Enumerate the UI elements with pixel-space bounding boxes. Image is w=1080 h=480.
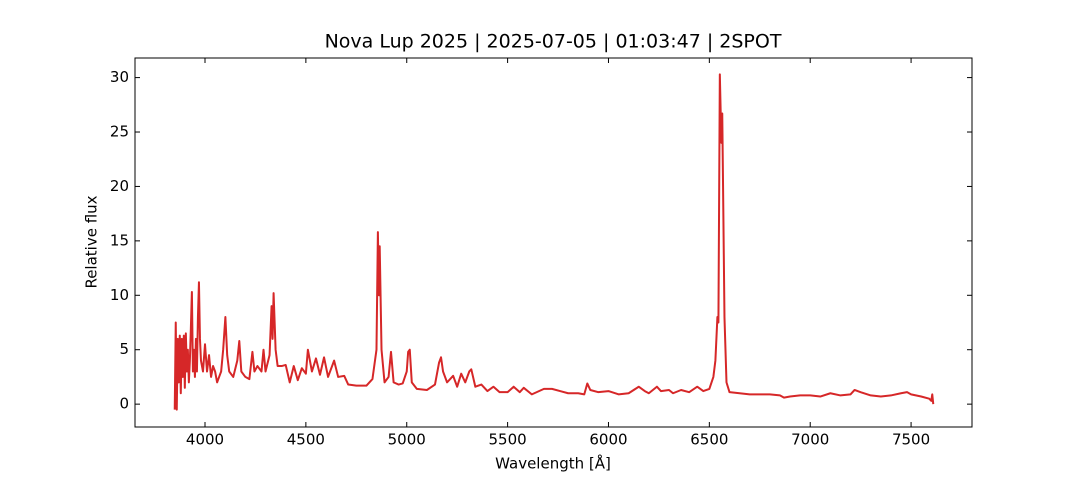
y-tick-label: 15: [110, 231, 129, 249]
chart-title: Nova Lup 2025 | 2025-07-05 | 01:03:47 | …: [325, 31, 782, 53]
x-tick-label: 4000: [186, 431, 224, 449]
y-tick-label: 10: [110, 286, 129, 304]
x-tick-label: 5000: [388, 431, 426, 449]
y-tick-label: 25: [110, 123, 129, 141]
x-tick-label: 6500: [690, 431, 728, 449]
y-tick-label: 30: [110, 68, 129, 86]
x-axis-label: Wavelength [Å]: [495, 454, 611, 473]
x-tick-label: 5500: [489, 431, 527, 449]
y-tick-label: 0: [119, 395, 129, 413]
x-tick-label: 7500: [892, 431, 930, 449]
x-tick-label: 6000: [589, 431, 627, 449]
plot-frame: [134, 57, 973, 428]
y-axis-label: Relative flux: [83, 195, 101, 288]
y-tick-label: 5: [119, 340, 129, 358]
spectrum-line: [173, 73, 935, 411]
x-tick-label: 4500: [287, 431, 325, 449]
x-tick-label: 7000: [791, 431, 829, 449]
y-tick-label: 20: [110, 177, 129, 195]
